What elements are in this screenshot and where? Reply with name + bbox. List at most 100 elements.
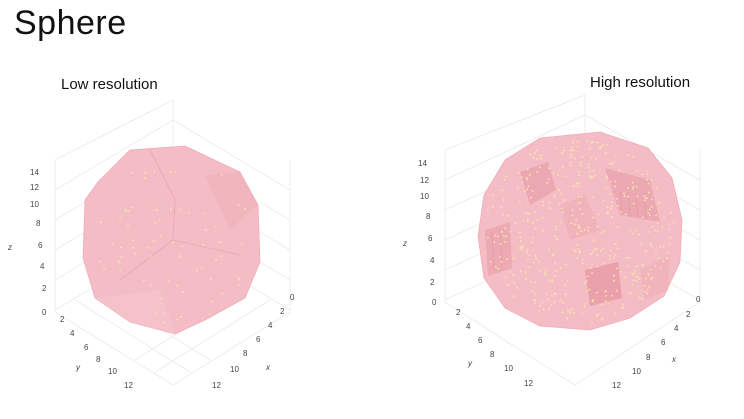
sample-point bbox=[595, 291, 598, 294]
sample-point bbox=[577, 202, 580, 205]
sample-point bbox=[597, 213, 600, 216]
sample-point bbox=[551, 280, 553, 283]
sample-point bbox=[596, 265, 599, 268]
sample-point bbox=[645, 250, 647, 253]
sample-point bbox=[613, 185, 616, 188]
sample-point bbox=[181, 245, 184, 248]
y-axis-label: y bbox=[467, 359, 473, 368]
sample-point bbox=[540, 157, 542, 160]
sample-point bbox=[534, 210, 537, 213]
sample-point bbox=[600, 250, 602, 252]
sample-point bbox=[514, 222, 517, 225]
sample-point bbox=[567, 280, 569, 283]
z-tick: 8 bbox=[426, 212, 431, 221]
sample-point bbox=[530, 196, 532, 199]
sample-point bbox=[559, 221, 562, 224]
sample-point bbox=[668, 228, 671, 231]
sample-point bbox=[553, 274, 556, 277]
sample-point bbox=[644, 290, 646, 293]
sample-point bbox=[524, 271, 527, 273]
sample-point bbox=[209, 278, 212, 280]
high-x-axis: 0 2 4 6 8 10 12 x bbox=[612, 295, 701, 390]
sample-point bbox=[649, 268, 652, 271]
sample-point bbox=[580, 230, 582, 233]
sample-point bbox=[541, 301, 543, 304]
sample-point bbox=[573, 311, 576, 314]
sample-point bbox=[561, 207, 564, 210]
sample-point bbox=[561, 311, 564, 314]
sample-point bbox=[547, 178, 550, 181]
sample-point bbox=[641, 297, 644, 300]
sample-point bbox=[573, 223, 576, 226]
sample-point bbox=[494, 234, 497, 237]
sample-point bbox=[513, 295, 515, 297]
sample-point bbox=[536, 219, 539, 222]
sample-point bbox=[100, 221, 102, 224]
sample-point bbox=[555, 225, 558, 228]
sample-point bbox=[650, 245, 653, 248]
sample-point bbox=[610, 215, 613, 218]
sample-point bbox=[499, 256, 501, 259]
sample-point bbox=[580, 195, 583, 198]
x-tick: 0 bbox=[290, 293, 295, 302]
low-sphere-surface bbox=[82, 145, 261, 335]
sample-point bbox=[628, 291, 631, 294]
y-tick: 12 bbox=[524, 379, 533, 388]
sample-point bbox=[591, 321, 593, 324]
sample-point bbox=[609, 193, 611, 195]
sample-point bbox=[578, 248, 580, 250]
sample-point bbox=[170, 171, 172, 173]
sample-point bbox=[499, 242, 502, 245]
low-sample-points bbox=[99, 170, 247, 324]
sample-point bbox=[176, 318, 179, 321]
sample-point bbox=[631, 283, 634, 286]
z-tick: 12 bbox=[420, 176, 429, 185]
y-tick: 2 bbox=[456, 308, 461, 317]
sample-point bbox=[568, 312, 571, 315]
sample-point bbox=[179, 256, 181, 258]
sample-point bbox=[521, 181, 524, 184]
sample-point bbox=[578, 226, 581, 229]
x-tick: 4 bbox=[268, 321, 273, 330]
sample-point bbox=[497, 267, 499, 270]
sample-point bbox=[134, 252, 137, 255]
sample-point bbox=[577, 181, 580, 184]
sample-point bbox=[557, 174, 559, 176]
sample-point bbox=[132, 239, 135, 242]
sample-point bbox=[668, 243, 671, 246]
sample-point bbox=[501, 213, 504, 216]
sample-point bbox=[609, 180, 612, 183]
z-tick: 2 bbox=[42, 284, 47, 293]
sample-point bbox=[572, 185, 575, 188]
sample-point bbox=[595, 248, 598, 250]
y-tick: 4 bbox=[70, 329, 75, 338]
sample-point bbox=[590, 141, 593, 144]
sample-point bbox=[635, 280, 638, 283]
sample-point bbox=[221, 292, 224, 295]
sample-point bbox=[623, 192, 625, 195]
sample-point bbox=[548, 248, 550, 251]
sample-point bbox=[605, 290, 607, 293]
sample-point bbox=[659, 246, 662, 248]
sample-point bbox=[596, 141, 599, 144]
sample-point bbox=[111, 242, 114, 245]
y-tick: 2 bbox=[60, 315, 65, 324]
sample-point bbox=[534, 293, 537, 295]
sample-point bbox=[160, 297, 163, 300]
sample-point bbox=[624, 276, 627, 279]
z-axis-label: z bbox=[7, 243, 12, 252]
sample-point bbox=[630, 292, 633, 295]
sample-point bbox=[532, 261, 535, 264]
sample-point bbox=[549, 304, 552, 306]
sample-point bbox=[220, 255, 223, 257]
sample-point bbox=[594, 248, 596, 251]
sample-point bbox=[526, 249, 529, 251]
sample-point bbox=[120, 246, 122, 249]
sample-point bbox=[574, 157, 576, 160]
sample-point bbox=[576, 140, 579, 143]
sample-point bbox=[502, 198, 505, 201]
z-tick: 0 bbox=[42, 308, 47, 317]
x-tick: 4 bbox=[674, 324, 679, 333]
